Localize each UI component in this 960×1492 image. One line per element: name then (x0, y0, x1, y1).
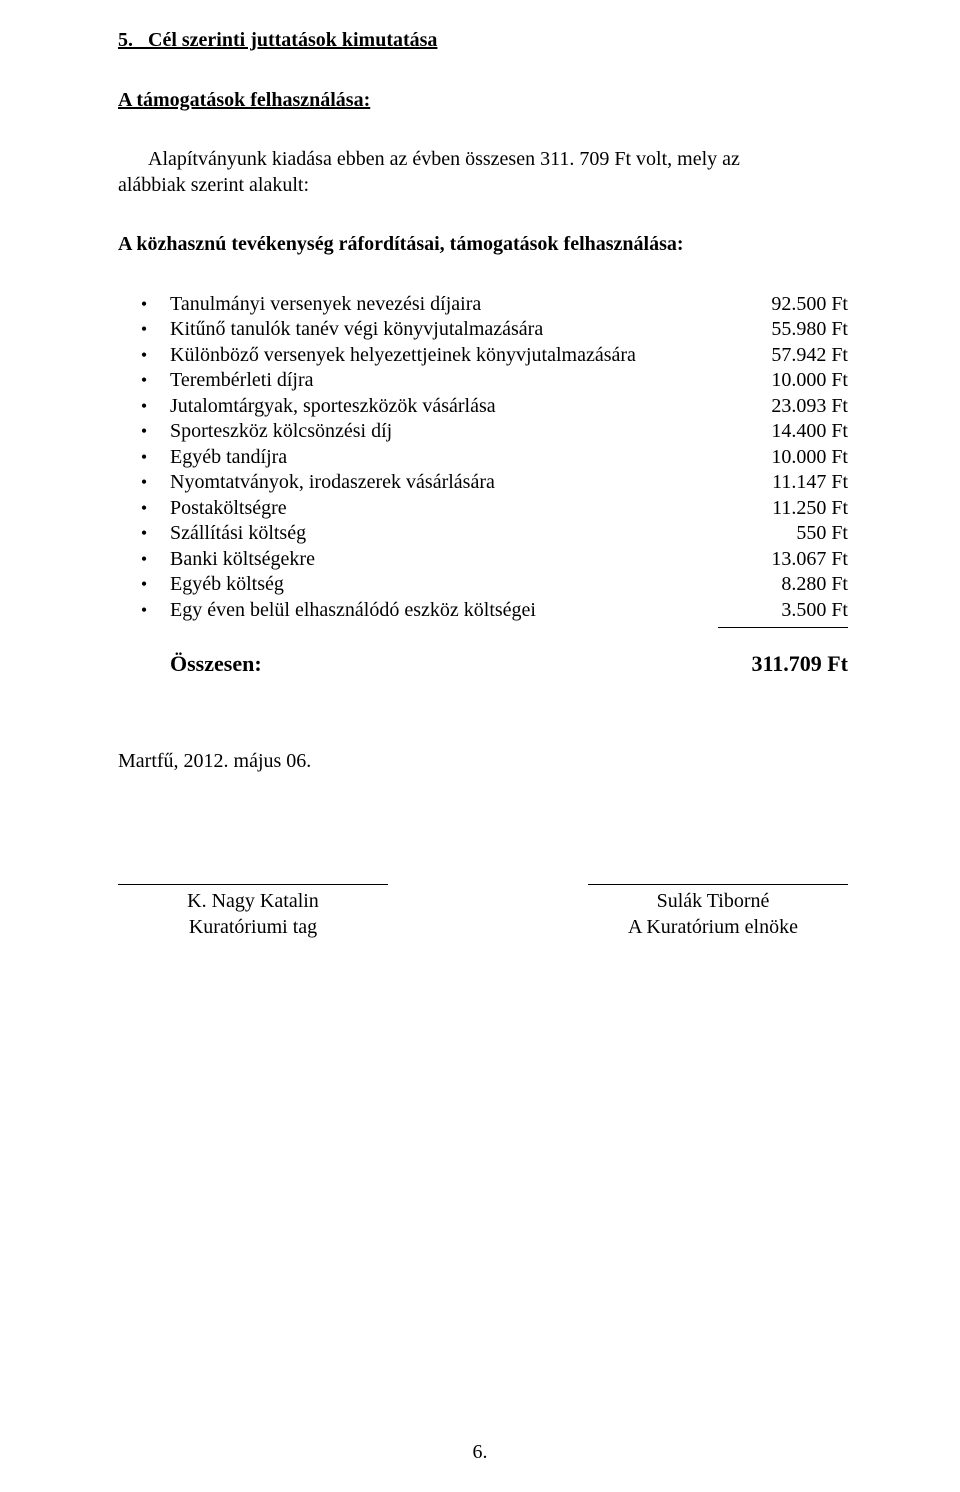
item-label: Szállítási költség (170, 521, 718, 547)
bullet-icon: • (118, 547, 170, 573)
intro-line-1: Alapítványunk kiadása ebben az évben öss… (148, 148, 740, 170)
list-item: • Egy éven belül elhasználódó eszköz köl… (118, 598, 848, 624)
signature-right: Sulák Tiborné A Kuratórium elnöke (578, 884, 848, 940)
list-item: • Szállítási költség 550 Ft (118, 521, 848, 547)
list-item: • Postaköltségre 11.250 Ft (118, 496, 848, 522)
intro-paragraph: Alapítványunk kiadása ebben az évben öss… (118, 147, 848, 198)
list-item: • Jutalomtárgyak, sporteszközök vásárlás… (118, 394, 848, 420)
bullet-icon: • (118, 572, 170, 598)
item-amount: 550 Ft (718, 521, 848, 547)
signature-line-left (118, 884, 388, 885)
total-label: Összesen: (118, 650, 718, 678)
item-amount: 13.067 Ft (718, 547, 848, 573)
item-label: Különböző versenyek helyezettjeinek köny… (170, 343, 718, 369)
list-item: • Nyomtatványok, irodaszerek vásárlására… (118, 470, 848, 496)
item-amount: 8.280 Ft (718, 572, 848, 598)
item-label: Egyéb tandíjra (170, 445, 718, 471)
list-item: • Különböző versenyek helyezettjeinek kö… (118, 343, 848, 369)
bullet-icon: • (118, 470, 170, 496)
item-amount: 11.147 Ft (718, 470, 848, 496)
bullet-icon: • (118, 394, 170, 420)
section-heading: 5. Cél szerinti juttatások kimutatása (118, 28, 848, 54)
list-item: • Tanulmányi versenyek nevezési díjaira … (118, 292, 848, 318)
bullet-icon: • (118, 343, 170, 369)
item-amount: 10.000 Ft (718, 368, 848, 394)
item-label: Nyomtatványok, irodaszerek vásárlására (170, 470, 718, 496)
list-item: • Sporteszköz kölcsönzési díj 14.400 Ft (118, 419, 848, 445)
expenses-heading: A közhasznú tevékenység ráfordításai, tá… (118, 232, 848, 258)
signature-left-role: Kuratóriumi tag (118, 915, 388, 941)
item-amount: 3.500 Ft (718, 598, 848, 624)
signature-left: K. Nagy Katalin Kuratóriumi tag (118, 884, 388, 940)
section-title-text: Cél szerinti juttatások kimutatása (148, 29, 437, 51)
item-label: Jutalomtárgyak, sporteszközök vásárlása (170, 394, 718, 420)
bullet-icon: • (118, 292, 170, 318)
bullet-icon: • (118, 598, 170, 624)
item-amount: 14.400 Ft (718, 419, 848, 445)
total-row: Összesen: 311.709 Ft (118, 650, 848, 678)
bullet-icon: • (118, 496, 170, 522)
item-amount: 23.093 Ft (718, 394, 848, 420)
total-divider (718, 627, 848, 628)
list-item: • Kitűnő tanulók tanév végi könyvjutalma… (118, 317, 848, 343)
bullet-icon: • (118, 445, 170, 471)
list-item: • Egyéb költség 8.280 Ft (118, 572, 848, 598)
bullet-icon: • (118, 368, 170, 394)
item-label: Postaköltségre (170, 496, 718, 522)
item-amount: 57.942 Ft (718, 343, 848, 369)
item-amount: 10.000 Ft (718, 445, 848, 471)
item-amount: 55.980 Ft (718, 317, 848, 343)
signature-area: K. Nagy Katalin Kuratóriumi tag Sulák Ti… (118, 884, 848, 940)
date-line: Martfű, 2012. május 06. (118, 749, 848, 775)
bullet-icon: • (118, 317, 170, 343)
signature-left-name: K. Nagy Katalin (118, 889, 388, 915)
signature-right-role: A Kuratórium elnöke (578, 915, 848, 941)
item-label: Tanulmányi versenyek nevezési díjaira (170, 292, 718, 318)
page-number: 6. (0, 1440, 960, 1466)
item-label: Egy éven belül elhasználódó eszköz költs… (170, 598, 718, 624)
section-number: 5. (118, 29, 133, 51)
signature-line-right (588, 884, 848, 885)
intro-line-2: alábbiak szerint alakult: (118, 174, 309, 196)
item-label: Kitűnő tanulók tanév végi könyvjutalmazá… (170, 317, 718, 343)
total-amount: 311.709 Ft (718, 650, 848, 678)
item-label: Terembérleti díjra (170, 368, 718, 394)
cost-list: • Tanulmányi versenyek nevezési díjaira … (118, 292, 848, 624)
bullet-icon: • (118, 521, 170, 547)
page-root: 5. Cél szerinti juttatások kimutatása A … (0, 0, 960, 1492)
item-amount: 11.250 Ft (718, 496, 848, 522)
item-amount: 92.500 Ft (718, 292, 848, 318)
signature-right-name: Sulák Tiborné (578, 889, 848, 915)
list-item: • Egyéb tandíjra 10.000 Ft (118, 445, 848, 471)
item-label: Egyéb költség (170, 572, 718, 598)
list-item: • Banki költségekre 13.067 Ft (118, 547, 848, 573)
item-label: Sporteszköz kölcsönzési díj (170, 419, 718, 445)
bullet-icon: • (118, 419, 170, 445)
subsection-heading: A támogatások felhasználása: (118, 88, 848, 114)
item-label: Banki költségekre (170, 547, 718, 573)
list-item: • Terembérleti díjra 10.000 Ft (118, 368, 848, 394)
